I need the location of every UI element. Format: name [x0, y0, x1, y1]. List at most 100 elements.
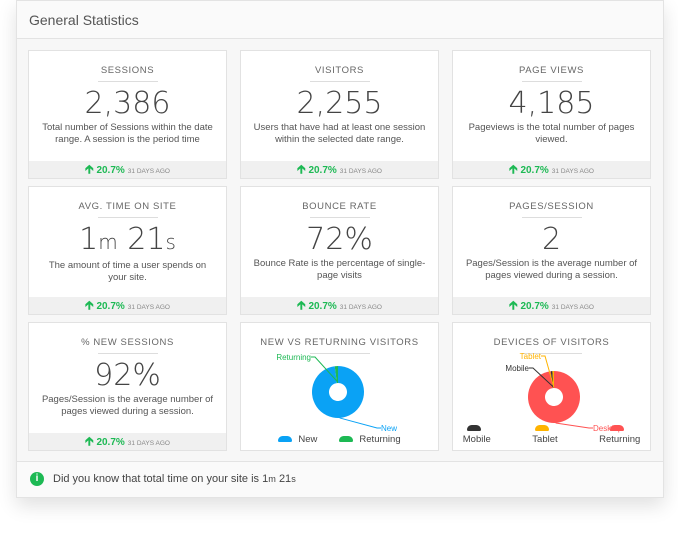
stat-card: AVG. TIME ON SITE 1m 21s The amount of t… — [28, 186, 227, 315]
change-percent: 20.7% — [308, 301, 337, 312]
chart-legend: Mobile Tablet Returning — [453, 423, 650, 445]
card-footer: 🡱 20.7% 31 DAYS AGO — [241, 161, 438, 178]
panel-title: General Statistics — [29, 12, 139, 28]
stat-card: PAGES/SESSION 2 Pages/Session is the ave… — [452, 186, 651, 315]
slice-label: Mobile — [505, 364, 529, 373]
general-statistics-panel: General Statistics SESSIONS 2,386 Total … — [16, 0, 664, 498]
legend-item[interactable]: Tablet — [523, 423, 568, 445]
arrow-up-icon: 🡱 — [85, 162, 94, 176]
card-title: AVG. TIME ON SITE — [78, 201, 177, 212]
card-title: NEW VS RETURNING VISITORS — [260, 337, 419, 348]
period-label: 31 DAYS AGO — [551, 304, 594, 311]
card-title: VISITORS — [315, 65, 364, 76]
arrow-up-icon: 🡱 — [297, 298, 306, 312]
card-value: 2 — [541, 222, 562, 257]
card-footer: 🡱 20.7% 31 DAYS AGO — [29, 297, 226, 314]
period-label: 31 DAYS AGO — [551, 168, 594, 175]
slice-label: Desktop — [593, 424, 623, 433]
chart-card: NEW VS RETURNING VISITORS New Returning N… — [240, 322, 439, 451]
card-title: PAGES/SESSION — [509, 201, 594, 212]
stat-card: SESSIONS 2,386 Total number of Sessions … — [28, 50, 227, 179]
slice-label: Returning — [276, 353, 311, 362]
divider — [309, 353, 370, 354]
divider — [521, 81, 582, 82]
card-value: 1m 21s — [79, 222, 176, 257]
change-percent: 20.7% — [96, 165, 125, 176]
card-footer: 🡱 20.7% 31 DAYS AGO — [29, 161, 226, 178]
stat-card: BOUNCE RATE 72% Bounce Rate is the perce… — [240, 186, 439, 315]
card-description: Bounce Rate is the percentage of single-… — [253, 258, 426, 281]
divider — [309, 81, 370, 82]
card-footer: 🡱 20.7% 31 DAYS AGO — [241, 297, 438, 314]
period-label: 31 DAYS AGO — [127, 168, 170, 175]
slice-label: New — [381, 424, 397, 433]
change-percent: 20.7% — [96, 301, 125, 312]
arrow-up-icon: 🡱 — [85, 298, 94, 312]
legend-swatch — [466, 425, 481, 432]
card-description: Users that have had at least one session… — [253, 122, 426, 145]
divider — [97, 353, 158, 354]
change-percent: 20.7% — [308, 165, 337, 176]
legend-swatch — [534, 425, 549, 432]
card-description: Pages/Session is the average number of p… — [465, 258, 638, 281]
donut-chart: New Returning — [276, 353, 397, 433]
period-label: 31 DAYS AGO — [339, 304, 382, 311]
card-footer: 🡱 20.7% 31 DAYS AGO — [453, 297, 650, 314]
label-leader — [311, 356, 338, 382]
period-label: 31 DAYS AGO — [339, 168, 382, 175]
stat-card: PAGE VIEWS 4,185 Pageviews is the total … — [452, 50, 651, 179]
pie-slice — [334, 366, 338, 384]
card-title: BOUNCE RATE — [302, 201, 377, 212]
card-value: 72% — [306, 222, 373, 257]
pie-slice — [528, 371, 580, 423]
info-icon: i — [30, 472, 44, 486]
divider — [521, 217, 582, 218]
legend-item[interactable]: New — [278, 434, 317, 445]
label-leader — [555, 422, 593, 429]
card-description: Total number of Sessions within the date… — [42, 122, 213, 145]
card-description: The amount of time a user spends on your… — [48, 260, 207, 283]
divider — [309, 217, 370, 218]
card-footer: 🡱 20.7% 31 DAYS AGO — [29, 433, 226, 450]
card-footer: 🡱 20.7% 31 DAYS AGO — [453, 161, 650, 178]
stat-card: VISITORS 2,255 Users that have had at le… — [240, 50, 439, 179]
card-title: % NEW SESSIONS — [81, 337, 174, 348]
change-percent: 20.7% — [96, 437, 125, 448]
legend-item[interactable]: Returning — [339, 434, 401, 445]
chart-legend: New Returning — [241, 434, 438, 445]
arrow-up-icon: 🡱 — [297, 162, 306, 176]
tip-bar: i Did you know that total time on your s… — [17, 461, 663, 497]
arrow-up-icon: 🡱 — [509, 162, 518, 176]
card-value: 2,255 — [296, 86, 383, 121]
change-percent: 20.7% — [520, 301, 549, 312]
stat-card: % NEW SESSIONS 92% Pages/Session is the … — [28, 322, 227, 451]
legend-item[interactable]: Mobile — [453, 423, 501, 445]
divider — [521, 353, 582, 354]
legend-item[interactable]: Returning — [589, 423, 650, 445]
legend-swatch — [609, 425, 624, 432]
card-description: Pages/Session is the average number of p… — [41, 394, 214, 417]
panel-header: General Statistics — [17, 1, 663, 39]
card-value: 2,386 — [84, 86, 171, 121]
arrow-up-icon: 🡱 — [85, 434, 94, 448]
change-percent: 20.7% — [520, 165, 549, 176]
card-title: SESSIONS — [100, 65, 155, 76]
slice-label: Tablet — [520, 353, 542, 361]
card-title: DEVICES OF VISITORS — [493, 337, 610, 348]
card-description: Pageviews is the total number of pages v… — [468, 122, 635, 145]
label-leader — [529, 367, 554, 388]
card-value: 4,185 — [508, 86, 595, 121]
pie-slice — [552, 371, 554, 389]
arrow-up-icon: 🡱 — [509, 298, 518, 312]
divider — [97, 81, 158, 82]
divider — [97, 217, 158, 218]
period-label: 31 DAYS AGO — [127, 304, 170, 311]
card-value: 92% — [94, 358, 161, 393]
legend-swatch — [339, 436, 354, 443]
chart-card: DEVICES OF VISITORS Desktop Mobile Tablet … — [452, 322, 651, 451]
label-leader — [339, 417, 381, 429]
label-leader — [541, 355, 555, 387]
pie-slice — [312, 366, 364, 418]
donut-chart: Desktop Mobile Tablet — [505, 353, 623, 433]
legend-swatch — [278, 436, 293, 443]
